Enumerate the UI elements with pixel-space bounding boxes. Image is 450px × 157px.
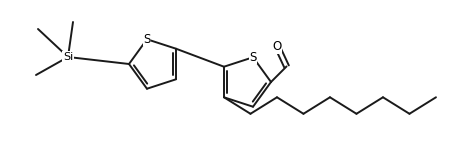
Text: Si: Si: [63, 52, 73, 62]
Text: S: S: [249, 51, 256, 64]
Text: O: O: [273, 40, 282, 53]
Text: S: S: [143, 33, 151, 46]
